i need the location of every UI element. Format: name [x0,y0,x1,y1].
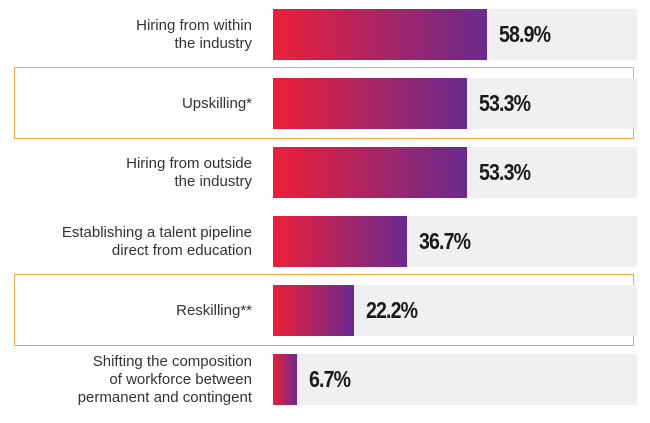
bar [273,9,488,60]
value-label: 36.7% [418,228,471,254]
value-label: 6.7% [309,366,351,392]
category-label: Shifting the composition of workforce be… [77,352,252,406]
value-label: 58.9% [499,21,551,47]
bar [273,147,467,198]
category-label: Hiring from within the industry [136,16,252,52]
bar [273,78,467,129]
value-label: 53.3% [479,159,531,185]
bar [273,285,354,336]
value-label: 22.2% [365,297,418,323]
bar [273,216,407,267]
category-label: Establishing a talent pipeline direct fr… [61,223,252,259]
bar-track [273,354,637,405]
category-label: Reskilling** [176,301,252,319]
value-label: 53.3% [479,90,531,116]
bar [273,354,298,405]
category-label: Hiring from outside the industry [126,154,252,190]
category-label: Upskilling* [181,94,252,112]
